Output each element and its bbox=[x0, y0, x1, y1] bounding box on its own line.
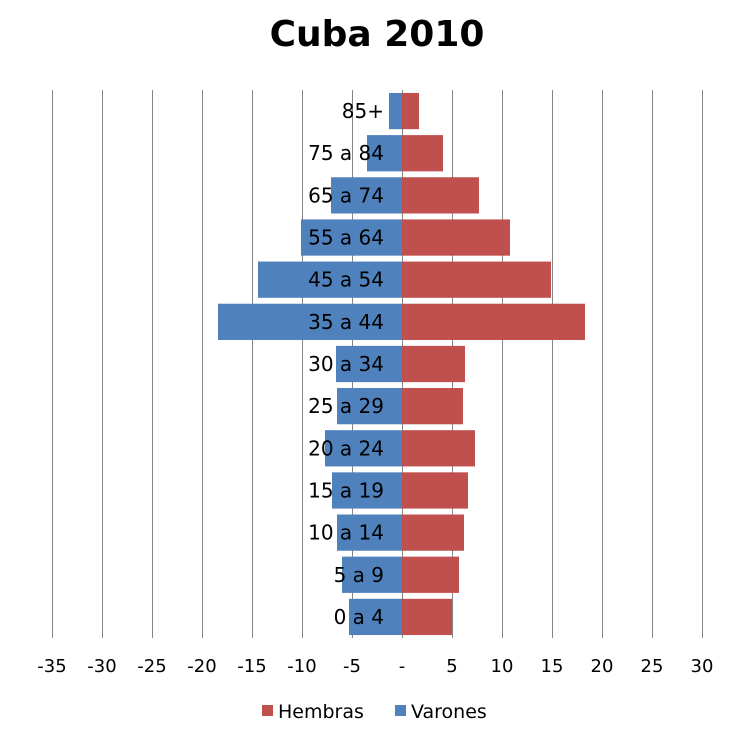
category-labels: 0 a 4 5 a 9 10 a 14 15 a 19 20 a 24 25 a 29 30… bbox=[308, 99, 384, 629]
bar-hembras bbox=[402, 261, 551, 298]
category-label: 20 a 24 bbox=[308, 436, 384, 460]
bar-varones bbox=[218, 303, 402, 340]
bar-varones bbox=[258, 261, 402, 298]
category-label: 65 a 74 bbox=[308, 183, 384, 207]
x-tick-labels: -35 -30 -25 -20 -15 -10 -5-5 10 15 20 25 30 bbox=[37, 656, 713, 677]
bar-varones bbox=[349, 598, 402, 636]
category-label: 30 a 34 bbox=[308, 352, 384, 376]
bar-varones bbox=[331, 177, 402, 214]
category-label: 35 a 44 bbox=[308, 310, 384, 334]
x-tick-label: -20 bbox=[187, 656, 216, 677]
legend-swatch-hembras bbox=[262, 705, 273, 716]
bar-varones bbox=[337, 514, 402, 551]
x-tick-label: -10 bbox=[287, 656, 316, 677]
x-tick-label: -25 bbox=[137, 656, 166, 677]
category-label: 15 a 19 bbox=[308, 478, 384, 502]
bar-hembras bbox=[402, 303, 585, 340]
x-tick-label: 10 bbox=[491, 656, 514, 677]
bar-varones bbox=[336, 345, 402, 383]
category-label: 5 a 9 bbox=[334, 563, 384, 587]
bar-hembras bbox=[402, 472, 468, 509]
category-label: 0 a 4 bbox=[334, 605, 384, 629]
bar-hembras bbox=[402, 135, 443, 172]
legend-label-hembras: Hembras bbox=[278, 701, 364, 723]
x-tick-label: -5 bbox=[343, 656, 361, 677]
bar-hembras bbox=[402, 598, 452, 636]
x-tick-label: -30 bbox=[87, 656, 116, 677]
x-tick-label: 5 bbox=[446, 656, 457, 677]
bar-hembras bbox=[402, 388, 463, 425]
bar-hembras bbox=[402, 514, 464, 551]
bar-hembras bbox=[402, 345, 465, 383]
x-tick-label: 15 bbox=[541, 656, 564, 677]
bar-varones bbox=[337, 388, 402, 425]
category-label: 85+ bbox=[342, 99, 384, 123]
bar-hembras bbox=[402, 92, 419, 130]
bar-varones bbox=[325, 430, 402, 467]
bar-hembras bbox=[402, 430, 475, 467]
legend-label-varones: Varones bbox=[411, 701, 487, 723]
category-label: 55 a 64 bbox=[308, 226, 384, 250]
x-tick-label: - bbox=[399, 656, 406, 677]
chart-title: Cuba 2010 bbox=[269, 14, 485, 55]
category-label: 10 a 14 bbox=[308, 521, 384, 545]
x-tick-label: 20 bbox=[591, 656, 614, 677]
bars bbox=[218, 92, 585, 636]
bar-varones bbox=[332, 472, 402, 509]
x-tick-label: 30 bbox=[691, 656, 714, 677]
x-tick-label: -15 bbox=[237, 656, 266, 677]
bar-hembras bbox=[402, 177, 479, 214]
bar-varones bbox=[342, 556, 402, 593]
category-label: 25 a 29 bbox=[308, 394, 384, 418]
bar-hembras bbox=[402, 219, 510, 256]
bar-varones bbox=[389, 92, 402, 130]
x-tick-label: 25 bbox=[641, 656, 664, 677]
bar-varones bbox=[367, 135, 402, 172]
x-tick-label: -35 bbox=[37, 656, 66, 677]
bar-hembras bbox=[402, 556, 459, 593]
legend-swatch-varones bbox=[395, 705, 406, 716]
category-label: 75 a 84 bbox=[308, 141, 384, 165]
bar-varones bbox=[301, 219, 402, 256]
legend: Hembras Varones bbox=[262, 701, 487, 723]
category-label: 45 a 54 bbox=[308, 268, 384, 292]
